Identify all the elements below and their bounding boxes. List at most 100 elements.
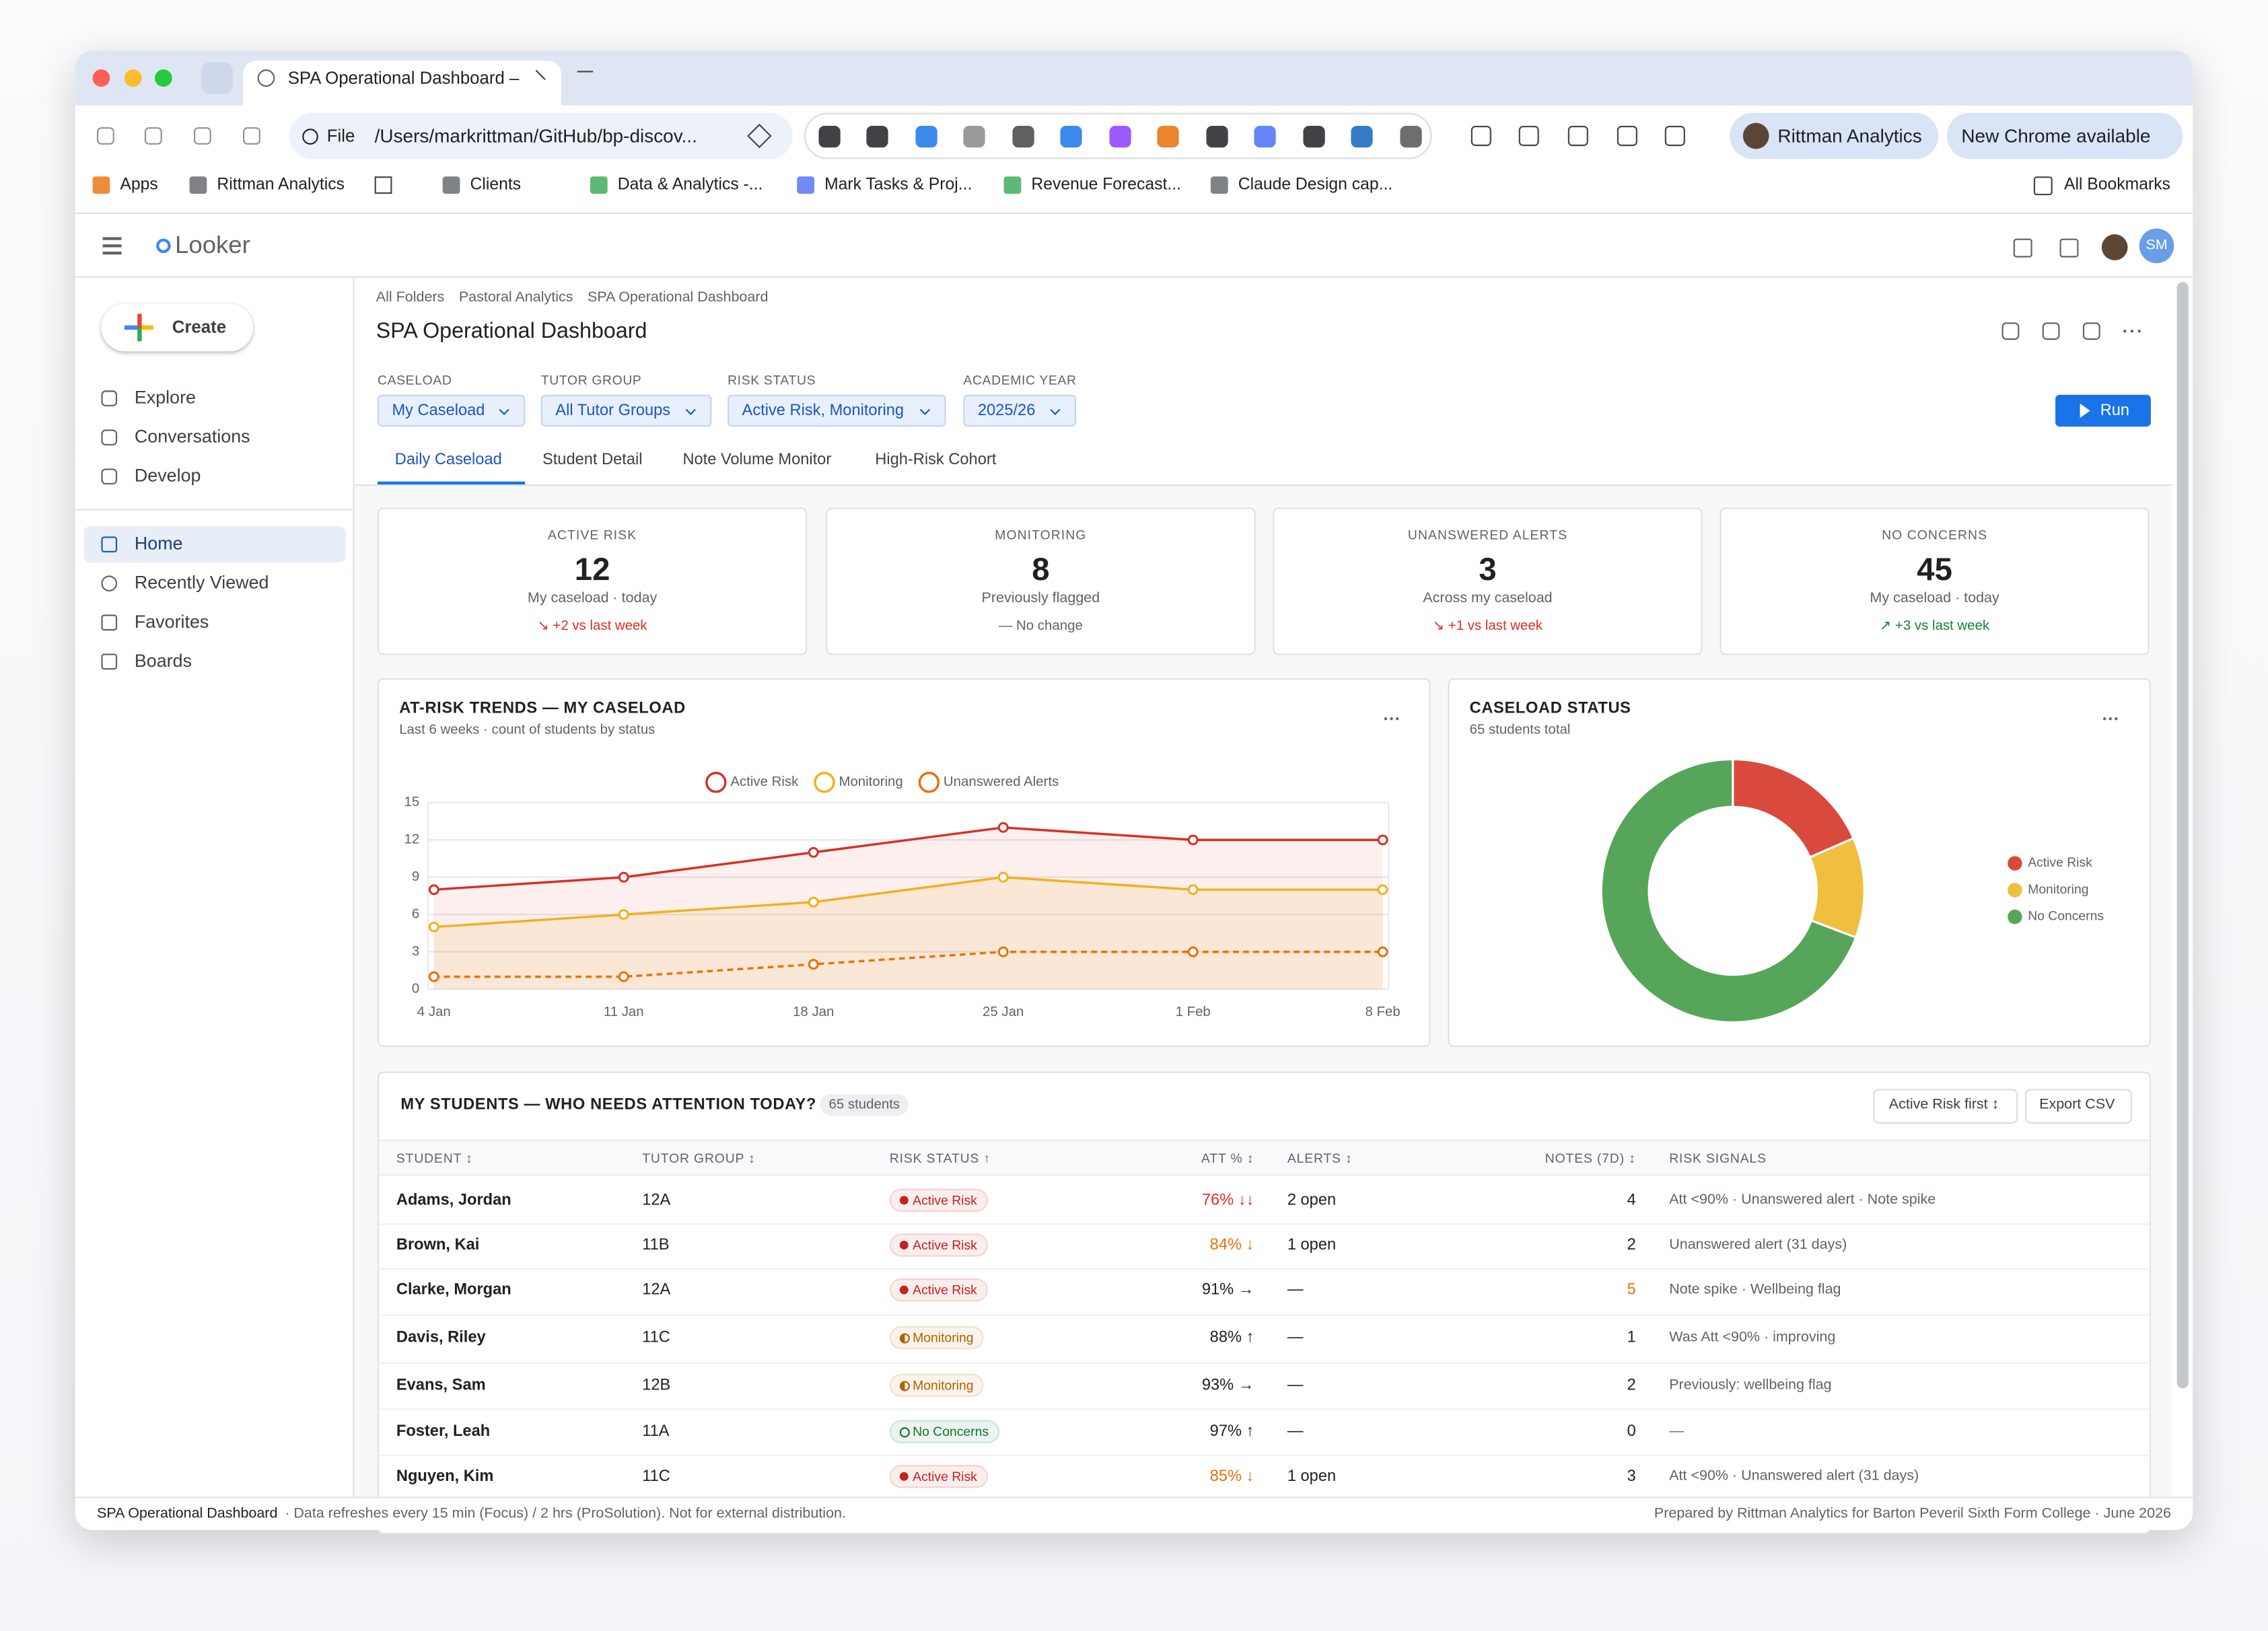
more-dot[interactable] (2130, 329, 2134, 333)
all-bookmarks[interactable]: All Bookmarks (2063, 176, 2170, 194)
column-header[interactable]: ALERTS ↕ (1287, 1151, 1353, 1166)
filter-value[interactable]: Active Risk, Monitoring (742, 402, 905, 420)
column-header[interactable]: ATT % ↕ (1201, 1151, 1254, 1166)
update-chip[interactable] (1946, 112, 2183, 159)
window-control[interactable] (123, 69, 141, 87)
export-button[interactable] (2024, 1089, 2132, 1124)
run-label[interactable]: Run (2100, 402, 2130, 420)
dashboard-tab[interactable]: Note Volume Monitor (682, 451, 832, 469)
menu-line[interactable] (102, 237, 122, 240)
column-header[interactable]: RISK STATUS ↑ (889, 1151, 991, 1166)
bookmark[interactable]: Claude Design cap... (1238, 176, 1393, 194)
extension-icon[interactable] (963, 124, 985, 147)
run-button[interactable] (2055, 394, 2151, 427)
more-dot[interactable] (2123, 329, 2127, 333)
sort-button[interactable] (1873, 1089, 2018, 1124)
filter-value[interactable]: My Caseload (392, 402, 485, 420)
toolbar-icon[interactable] (1617, 125, 1637, 147)
filter-dropdown[interactable] (377, 394, 526, 427)
toolbar-icon[interactable] (1567, 125, 1588, 147)
more-dot[interactable] (1384, 717, 1388, 721)
extension-icon[interactable] (1060, 124, 1082, 147)
more-dot[interactable] (2102, 717, 2106, 721)
address-url[interactable]: /Users/markrittman/GitHub/bp-discov... (374, 124, 697, 147)
bookmark[interactable]: Clients (470, 176, 522, 194)
nav-item[interactable]: Boards (134, 651, 192, 672)
student-name[interactable]: Evans, Sam (396, 1377, 486, 1394)
update-notice[interactable]: New Chrome available (1961, 124, 2151, 147)
dashboard-tab[interactable]: Daily Caseload (394, 451, 502, 469)
column-header[interactable]: TUTOR GROUP ↕ (642, 1151, 756, 1166)
dashboard-tab[interactable]: Student Detail (542, 451, 643, 469)
nav-button[interactable] (144, 127, 162, 145)
dashboard-action[interactable] (2001, 322, 2020, 340)
bookmark[interactable]: Data & Analytics -... (617, 176, 763, 194)
filter-value[interactable]: All Tutor Groups (555, 402, 671, 420)
toolbar-icon[interactable] (1518, 125, 1539, 147)
bookmark[interactable]: Mark Tasks & Proj... (824, 176, 972, 194)
menu-line[interactable] (102, 251, 122, 254)
create-label[interactable]: Create (172, 316, 227, 337)
extension-icon[interactable] (1399, 124, 1421, 147)
breadcrumb[interactable]: All Folders (376, 289, 445, 306)
more-dot[interactable] (2108, 717, 2113, 721)
bookmark[interactable]: Revenue Forecast... (1031, 176, 1181, 194)
new-tab[interactable] (576, 70, 593, 87)
dashboard-action[interactable] (2042, 322, 2060, 340)
avatar-initials[interactable]: SM (2146, 238, 2168, 254)
nav-item[interactable]: Favorites (134, 612, 209, 632)
dashboard-action[interactable] (2082, 322, 2100, 340)
extension-icon[interactable] (1108, 124, 1131, 147)
window-control[interactable] (92, 69, 110, 87)
header-icon[interactable] (2012, 238, 2032, 257)
toolbar-icon[interactable] (1664, 125, 1685, 147)
nav-button[interactable] (243, 127, 260, 145)
nav-item[interactable]: Recently Viewed (134, 573, 269, 593)
menu-line[interactable] (102, 244, 122, 247)
filter-dropdown[interactable] (963, 394, 1077, 427)
export-label[interactable]: Export CSV (2039, 1097, 2115, 1113)
nav-button[interactable] (96, 127, 114, 145)
bookmark[interactable]: Apps (120, 176, 158, 194)
logo[interactable]: Looker (175, 231, 250, 259)
more-dot[interactable] (1389, 717, 1394, 721)
grid-icon[interactable] (374, 176, 392, 194)
profile-name[interactable]: Rittman Analytics (1777, 124, 1922, 147)
extension-icon[interactable] (1351, 124, 1373, 147)
extension-icon[interactable] (1302, 124, 1324, 147)
extension-icon[interactable] (818, 124, 840, 147)
breadcrumb[interactable]: SPA Operational Dashboard (587, 289, 769, 306)
extension-icon[interactable] (915, 124, 937, 147)
toolbar-icon[interactable] (1470, 125, 1491, 147)
scrollbar-thumb[interactable] (2176, 282, 2189, 1389)
student-name[interactable]: Davis, Riley (396, 1329, 486, 1346)
extension-icon[interactable] (866, 124, 888, 147)
more-dot[interactable] (1395, 717, 1399, 721)
column-header[interactable]: RISK SIGNALS (1669, 1151, 1767, 1166)
sort-label[interactable]: Active Risk first ↕ (1888, 1097, 1999, 1113)
nav-item[interactable]: Explore (134, 387, 196, 408)
nav-item[interactable]: Conversations (134, 427, 250, 447)
avatar[interactable] (2139, 228, 2174, 264)
student-name[interactable]: Clarke, Morgan (396, 1281, 511, 1299)
extension-icon[interactable] (1012, 124, 1034, 147)
student-name[interactable]: Nguyen, Kim (396, 1467, 494, 1486)
more-dot[interactable] (2114, 717, 2119, 721)
nav-item[interactable]: Develop (134, 466, 201, 486)
nav-item[interactable]: Home (134, 534, 183, 554)
breadcrumb[interactable]: Pastoral Analytics (458, 289, 573, 306)
student-name[interactable]: Foster, Leah (396, 1422, 491, 1441)
more-dot[interactable] (2137, 329, 2141, 333)
tab-search[interactable] (201, 62, 234, 94)
student-name[interactable]: Adams, Jordan (396, 1191, 511, 1209)
dashboard-tab[interactable]: High-Risk Cohort (875, 451, 997, 469)
filter-dropdown[interactable] (728, 394, 946, 427)
bookmark[interactable]: Rittman Analytics (217, 176, 345, 194)
header-icon[interactable] (2059, 238, 2078, 257)
active-tab[interactable] (243, 61, 561, 106)
filter-value[interactable]: 2025/26 (977, 402, 1036, 420)
extension-icon[interactable] (1254, 124, 1276, 147)
extension-icon[interactable] (1157, 124, 1179, 147)
column-header[interactable]: NOTES (7D) ↕ (1545, 1151, 1636, 1166)
column-header[interactable]: STUDENT ↕ (396, 1151, 473, 1166)
